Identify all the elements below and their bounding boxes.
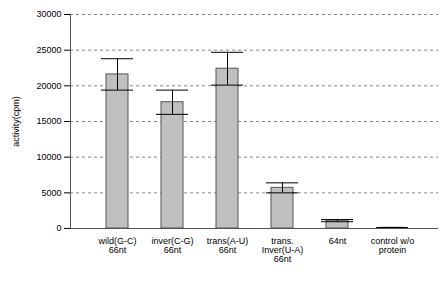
svg-text:10000: 10000 xyxy=(36,152,61,162)
svg-text:64nt: 64nt xyxy=(329,236,347,246)
svg-text:wild(G-C)66nt: wild(G-C)66nt xyxy=(98,236,137,255)
svg-text:control w/oprotein: control w/oprotein xyxy=(371,236,415,255)
svg-text:25000: 25000 xyxy=(36,45,61,55)
svg-text:trans(A-U)66nt: trans(A-U)66nt xyxy=(207,236,249,255)
svg-text:activity(cpm): activity(cpm) xyxy=(11,96,21,147)
svg-text:15000: 15000 xyxy=(36,116,61,126)
svg-text:20000: 20000 xyxy=(36,81,61,91)
svg-text:trans.Inver(U-A)66nt: trans.Inver(U-A)66nt xyxy=(262,236,304,264)
svg-text:30000: 30000 xyxy=(36,9,61,19)
svg-text:inver(C-G)66nt: inver(C-G)66nt xyxy=(152,236,194,255)
svg-text:0: 0 xyxy=(56,223,61,233)
svg-text:5000: 5000 xyxy=(41,188,61,198)
